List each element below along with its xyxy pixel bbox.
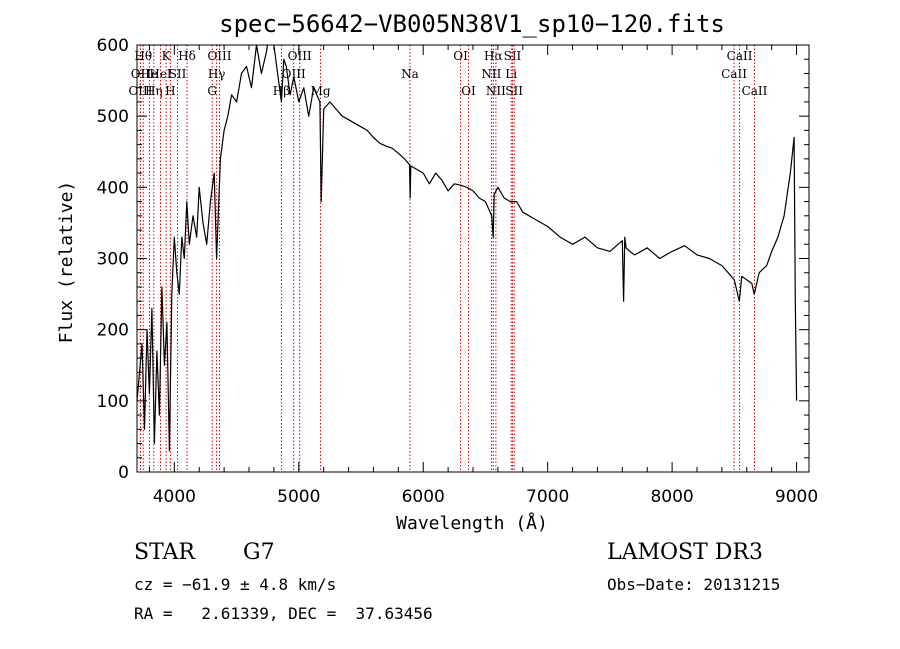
y-tick-label: 400 xyxy=(97,178,129,198)
spectral-line-label: OIII xyxy=(128,84,152,98)
series-layer xyxy=(137,45,798,452)
redshift-cz: cz = −61.9 ± 4.8 km/s xyxy=(134,575,337,594)
y-tick-label: 0 xyxy=(118,463,129,483)
spectral-line-label: OI xyxy=(461,84,476,98)
spectral-line-label: OIII xyxy=(207,49,231,63)
spectral-line-label: Hδ xyxy=(178,49,196,63)
spectral-line-label: Li xyxy=(505,67,517,81)
y-tick-label: 600 xyxy=(97,36,129,56)
spectral-line-label: CaII xyxy=(721,67,747,81)
x-tick-label: 4000 xyxy=(153,487,196,507)
x-tick-label: 9000 xyxy=(775,487,818,507)
spectral-line-label: SII xyxy=(504,49,522,63)
spectral-line-label: Hγ xyxy=(208,67,226,81)
object-subclass: G7 xyxy=(243,540,275,565)
x-axis: 4000 5000 6000 7000 8000 9000 xyxy=(148,45,818,507)
x-tick-label: 7000 xyxy=(526,487,569,507)
spectral-line-label: SII xyxy=(505,84,523,98)
object-type: STAR xyxy=(134,540,195,565)
spectral-line-label: NII xyxy=(486,84,506,98)
spectral-line-label: Na xyxy=(401,67,419,81)
x-axis-label: Wavelength (Å) xyxy=(396,512,548,534)
spectral-lines: OIIOIIIHθHeHηHeIKHSIIHδGHγOIIIHβOIIIOIII… xyxy=(128,45,768,472)
spectral-line-label: OIII xyxy=(288,49,312,63)
y-tick-label: 200 xyxy=(97,321,129,341)
y-tick-label: 300 xyxy=(97,250,129,270)
survey-name: LAMOST DR3 xyxy=(607,540,763,565)
spectral-line-label: SII xyxy=(169,67,187,81)
y-tick-label: 100 xyxy=(97,392,129,412)
spectral-line-label: Mg xyxy=(311,84,331,98)
spectral-line-label: NII xyxy=(481,67,501,81)
spectral-line-label: Hη xyxy=(145,84,163,98)
spectral-line-label: CaII xyxy=(742,84,768,98)
y-axis-label: Flux (relative) xyxy=(56,181,77,344)
x-tick-label: 6000 xyxy=(402,487,445,507)
series-flux-line xyxy=(137,45,798,452)
y-tick-label: 500 xyxy=(97,107,129,127)
spectral-line-label: OI xyxy=(453,49,468,63)
spectral-line-label: Hα xyxy=(484,49,503,63)
chart-title: spec−56642−VB005N38V1_sp10−120.fits xyxy=(219,10,725,38)
spectral-line-label: H xyxy=(165,84,175,98)
y-axis: 0 100 200 300 400 500 600 xyxy=(97,36,809,483)
spectral-line-label: K xyxy=(162,49,172,63)
spectral-line-label: CaII xyxy=(727,49,753,63)
x-tick-label: 8000 xyxy=(650,487,693,507)
x-tick-label: 5000 xyxy=(277,487,320,507)
ra-dec-coordinates: RA = 2.61339, DEC = 37.63456 xyxy=(134,604,433,623)
spectral-line-label: G xyxy=(207,84,217,98)
observation-date: Obs−Date: 20131215 xyxy=(607,575,781,594)
